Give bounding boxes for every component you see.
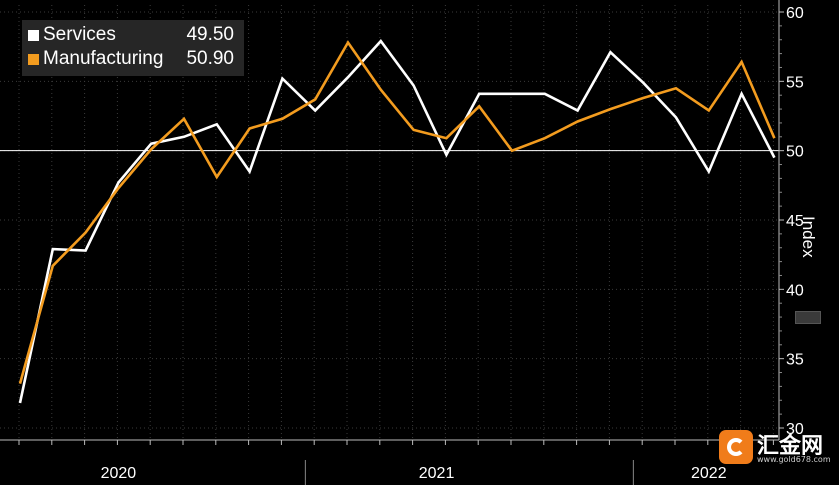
year-label: 2021 xyxy=(419,465,455,482)
y-axis-title: Index xyxy=(799,216,818,258)
legend-item-manufacturing: Manufacturing 50.90 xyxy=(28,48,234,70)
y-tick-label: 60 xyxy=(786,5,804,22)
logo-badge-icon xyxy=(719,430,753,464)
y-tick-label: 40 xyxy=(786,282,804,299)
series-line-manufacturing xyxy=(18,40,776,384)
y-tick-label: 35 xyxy=(786,352,804,369)
watermark-logo: 汇金网 www.gold678.com xyxy=(719,428,831,468)
legend-swatch-manufacturing xyxy=(28,54,39,65)
y-tick-label: 55 xyxy=(786,74,804,91)
y-tick-label: 45 xyxy=(786,213,804,230)
series-line-services xyxy=(18,39,776,404)
legend-label-manufacturing: Manufacturing xyxy=(43,48,164,69)
watermark-name: 汇金网 xyxy=(757,434,824,459)
year-label: 2020 xyxy=(101,465,137,482)
y-tick-label: 50 xyxy=(786,144,804,161)
legend-value-services: 49.50 xyxy=(186,24,234,45)
legend-label-services: Services xyxy=(43,24,116,45)
legend-swatch-services xyxy=(28,30,39,41)
legend: Services 49.50 Manufacturing 50.90 xyxy=(22,20,244,76)
legend-item-services: Services 49.50 xyxy=(28,24,234,46)
watermark-url: www.gold678.com xyxy=(757,455,831,464)
chart-options-icon[interactable] xyxy=(795,311,821,324)
y-tick-label: 30 xyxy=(786,421,804,438)
legend-value-manufacturing: 50.90 xyxy=(186,48,234,69)
year-label: 2022 xyxy=(691,465,727,482)
